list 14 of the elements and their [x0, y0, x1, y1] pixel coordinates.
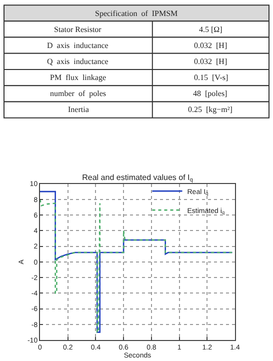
text: Stator Resistor	[54, 25, 102, 34]
text: D axis inductance	[47, 41, 109, 50]
text: 4.5 [Ω]	[199, 25, 223, 34]
text: 0.032 [H]	[194, 57, 228, 66]
text: 48 [poles]	[193, 89, 228, 98]
text: 0.15 [V-s]	[194, 73, 228, 82]
text: Specification of IPMSM	[95, 9, 178, 18]
text: PM flux linkage	[50, 73, 106, 82]
text: 0.032 [H]	[194, 41, 228, 50]
text: Inertia	[68, 105, 90, 114]
text: 0.25 [kg−m²]	[188, 105, 233, 114]
text: Q axis inductance	[47, 57, 109, 66]
chart-title: Real and estimated values of I$_{q}$	[82, 172, 193, 184]
text: number of poles	[50, 89, 106, 98]
